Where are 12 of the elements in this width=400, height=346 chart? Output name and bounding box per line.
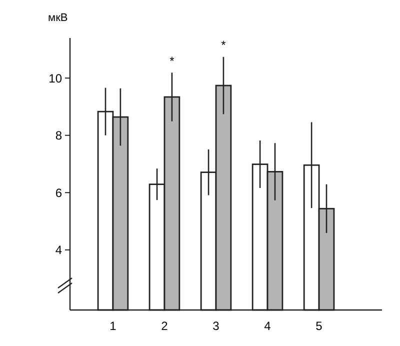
x-tick-label: 1	[110, 319, 117, 333]
y-tick-label: 8	[55, 128, 62, 143]
annotation: *	[170, 54, 175, 68]
y-tick-label: 6	[55, 186, 62, 200]
x-tick-label: 5	[316, 319, 323, 333]
x-tick-label: 4	[264, 319, 272, 333]
y-axis-title: мкВ	[48, 12, 68, 24]
x-tick-label: 3	[212, 319, 220, 333]
y-tick-label: 4	[55, 243, 62, 258]
x-tick-label: 2	[161, 319, 168, 333]
annotation: *	[221, 38, 226, 52]
y-tick-label: 10	[48, 71, 62, 86]
